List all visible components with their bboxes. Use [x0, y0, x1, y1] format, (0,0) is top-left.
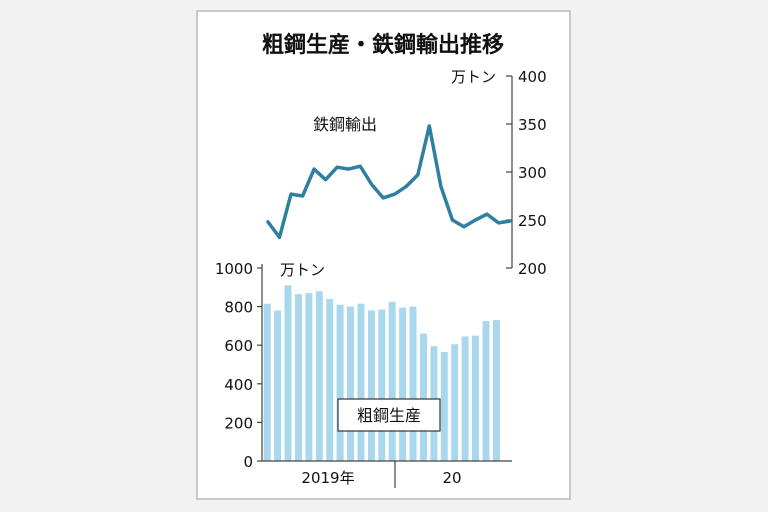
production-tick-label: 800 [224, 299, 253, 317]
production-tick-label: 0 [243, 453, 253, 471]
exports-tick-label: 250 [518, 212, 547, 230]
production-unit-label: 万トン [280, 261, 325, 279]
exports-series-label: 鉄鋼輸出 [313, 115, 377, 134]
production-bar [315, 291, 323, 461]
production-bar [399, 307, 407, 461]
chart-title: 粗鋼生産・鉄鋼輸出推移 [262, 32, 504, 58]
production-bar [420, 333, 427, 461]
production-bar [461, 336, 469, 461]
production-bar [482, 321, 490, 461]
production-bar [295, 294, 302, 461]
exports-y-ticks: 200 250 300 350 400 [506, 68, 547, 278]
production-bar [326, 298, 334, 461]
production-bar [440, 352, 448, 461]
production-tick-label: 600 [224, 337, 253, 355]
x-label-2019: 2019年 [301, 469, 354, 487]
production-tick-label: 400 [224, 376, 253, 394]
production-bar [336, 304, 344, 461]
production-y-ticks: 0 200 400 600 800 1000 [215, 260, 262, 471]
exports-tick-label: 300 [518, 164, 547, 182]
production-series-label-box [337, 398, 441, 432]
production-bar [388, 301, 396, 461]
production-bar [305, 293, 313, 461]
exports-line-group [266, 124, 512, 240]
production-bar [472, 335, 479, 461]
exports-tick-label: 400 [518, 68, 547, 86]
production-bars [263, 285, 500, 461]
production-bar [347, 306, 354, 461]
production-bar [367, 310, 375, 461]
production-bar [274, 310, 282, 461]
production-bar [284, 285, 292, 461]
production-bar [409, 306, 417, 461]
production-bar [357, 303, 365, 461]
exports-unit-label: 万トン [451, 68, 496, 86]
production-bar [451, 344, 459, 461]
exports-tick-label: 200 [518, 260, 547, 278]
production-tick-label: 200 [224, 414, 253, 432]
x-label-2020: 20 [442, 469, 461, 487]
exports-line [266, 124, 512, 240]
exports-tick-label: 350 [518, 116, 547, 134]
production-bar [378, 309, 386, 461]
production-bar [263, 303, 271, 461]
production-tick-label: 1000 [215, 260, 253, 278]
production-bar [492, 320, 500, 461]
production-series-label: 粗鋼生産 [357, 406, 421, 425]
